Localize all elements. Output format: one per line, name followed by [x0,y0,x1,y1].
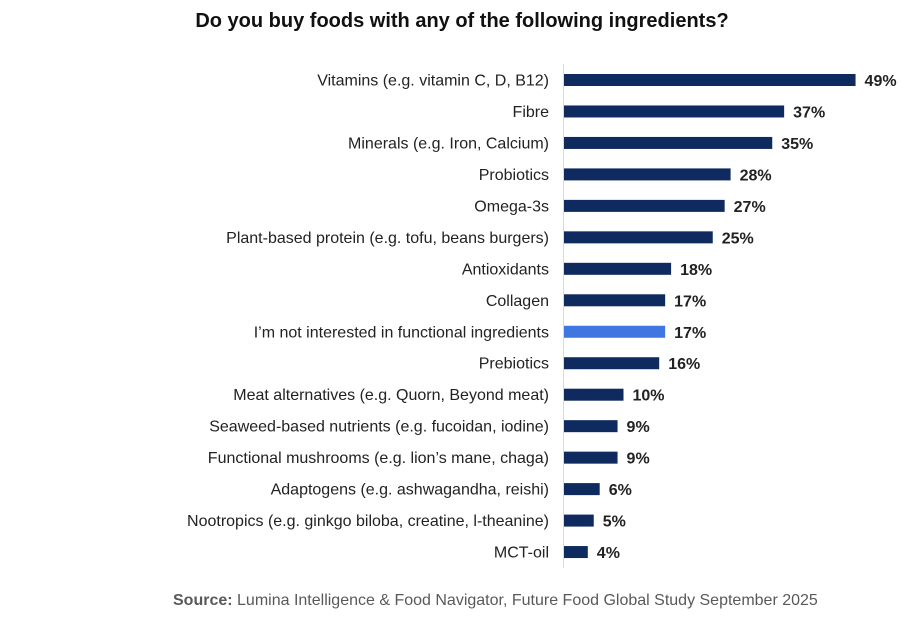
bar [564,514,594,527]
data-label: 27% [734,199,766,216]
bar [564,325,666,338]
category-label: Fibre [513,104,550,121]
data-label: 18% [680,262,712,279]
chart-title: Do you buy foods with any of the followi… [195,10,729,32]
category-label: Prebiotics [479,356,549,373]
bar [564,74,856,86]
category-label: Adaptogens (e.g. ashwagandha, reishi) [271,482,549,499]
category-label: Meat alternatives (e.g. Quorn, Beyond me… [233,387,549,404]
bar [564,231,713,244]
data-label: 35% [781,136,813,153]
data-label: 6% [609,482,632,499]
bar [564,294,666,307]
bar [564,136,773,149]
data-label: 9% [627,451,650,468]
source-label: Source: [173,592,233,609]
category-label: Plant-based protein (e.g. tofu, beans bu… [226,230,549,247]
category-label: Minerals (e.g. Iron, Calcium) [348,135,549,152]
category-label: MCT-oil [494,545,549,562]
category-label: Collagen [486,293,549,310]
bar [564,388,624,401]
data-label: 17% [674,293,706,310]
data-label: 17% [674,325,706,342]
data-label: 4% [597,545,620,562]
category-label: Nootropics (e.g. ginkgo biloba, creatine… [187,513,549,530]
bar [564,546,588,559]
category-label: Antioxidants [462,261,549,278]
bar [564,199,725,212]
category-label: Functional mushrooms (e.g. lion’s mane, … [208,450,549,467]
data-label: 49% [865,73,897,90]
bar [564,420,618,433]
bar [564,105,785,118]
bar [564,168,731,181]
source-note: Source: Lumina Intelligence & Food Navig… [173,592,818,610]
data-label: 10% [633,388,665,405]
source-text: Lumina Intelligence & Food Navigator, Fu… [232,592,818,609]
category-label: Probiotics [479,167,549,184]
data-label: 9% [627,419,650,436]
data-label: 37% [793,104,825,121]
category-label: Omega-3s [474,198,549,215]
data-label: 28% [740,167,772,184]
bar [564,451,618,464]
bar [564,357,660,370]
category-label: Seaweed-based nutrients (e.g. fucoidan, … [209,419,549,436]
data-label: 25% [722,230,754,247]
bar [564,483,600,496]
data-label: 16% [668,356,700,373]
category-label: Vitamins (e.g. vitamin C, D, B12) [317,73,549,90]
data-label: 5% [603,514,626,531]
category-label: I’m not interested in functional ingredi… [254,324,549,341]
bar [564,262,672,275]
